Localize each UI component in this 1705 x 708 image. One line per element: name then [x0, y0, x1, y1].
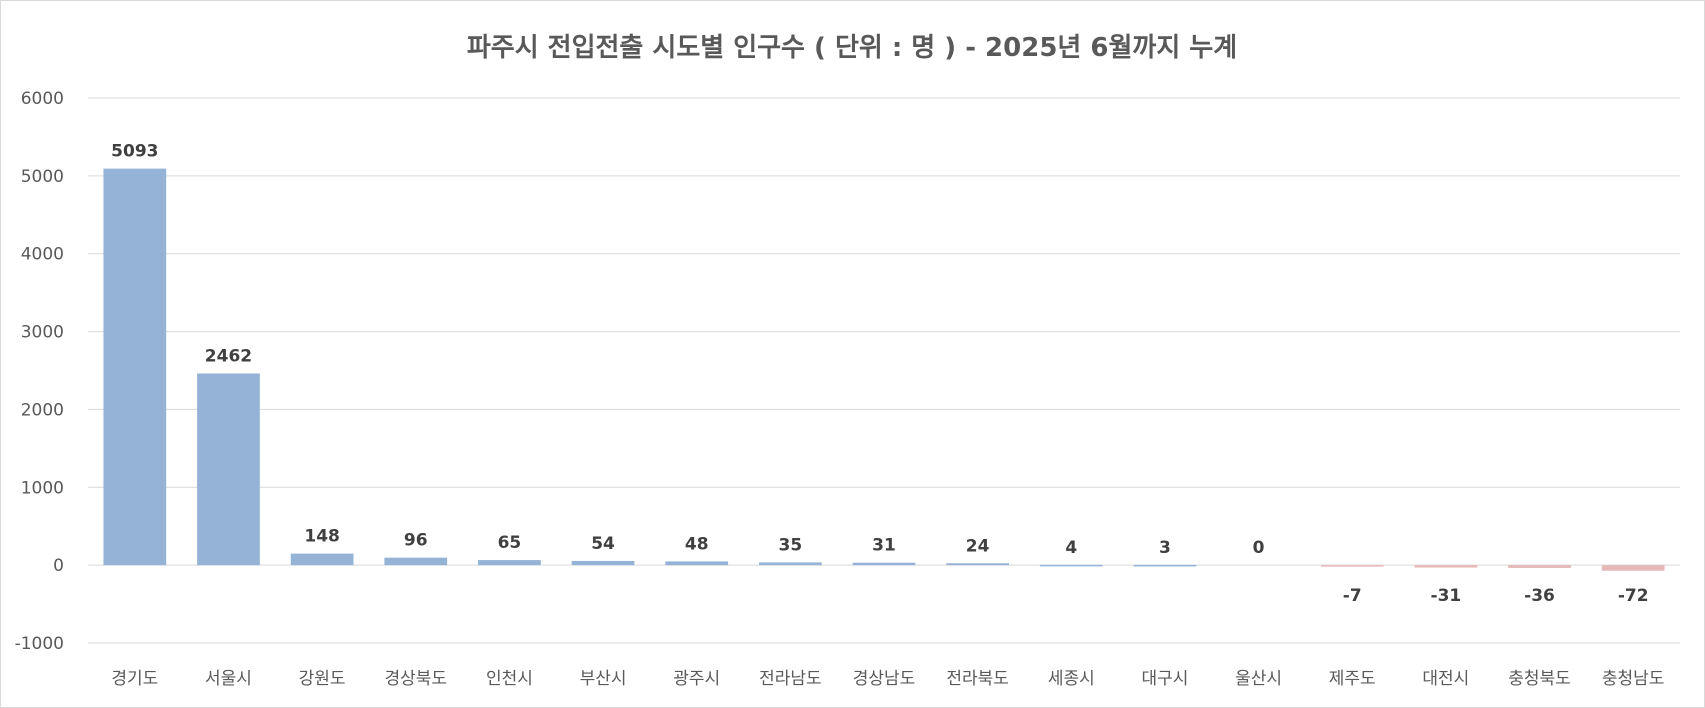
x-tick-label: 제주도: [1329, 669, 1376, 689]
bar: [1320, 565, 1384, 567]
x-tick-label: 충청북도: [1508, 669, 1571, 689]
x-tick-label: 광주시: [673, 669, 720, 689]
data-label: -31: [1431, 586, 1462, 606]
bar: [384, 557, 448, 566]
y-tick-label: 1000: [21, 478, 64, 498]
data-label: 0: [1253, 538, 1265, 558]
data-label: -7: [1343, 586, 1362, 606]
data-label: 54: [591, 534, 615, 554]
bar: [571, 560, 635, 566]
chart-title: 파주시 전입전출 시도별 인구수 ( 단위 : 명 ) - 2025년 6월까지…: [467, 33, 1237, 63]
bar: [1133, 564, 1197, 567]
x-tick-label: 강원도: [299, 669, 346, 689]
bar: [852, 562, 916, 566]
y-tick-label: 6000: [21, 89, 64, 109]
data-label: 96: [404, 531, 428, 551]
y-tick-label: 2000: [21, 400, 64, 420]
x-tick-label: 부산시: [580, 669, 627, 689]
bar: [946, 563, 1010, 566]
x-axis-ticks: 경기도 서울시 강원도 경상북도 인천시 부산시 광주시 전라남도 경상남도 전라북도 세종시 대구시…: [111, 669, 1664, 689]
data-label: 24: [966, 536, 990, 556]
x-tick-label: 대전시: [1422, 669, 1469, 689]
data-label: 4: [1065, 538, 1077, 558]
x-tick-label: 울산시: [1235, 669, 1282, 689]
data-labels: 5093 2462 148 96 65 54 48 35 31 24 4 3 0 -7 -31 -36 -72: [111, 142, 1648, 607]
y-tick-label: 4000: [21, 245, 64, 265]
bar: [478, 560, 541, 566]
x-tick-label: 세종시: [1048, 669, 1095, 689]
x-tick-label: 충청남도: [1602, 669, 1665, 689]
y-tick-label: -1000: [15, 634, 64, 654]
data-label: 35: [779, 535, 803, 555]
data-label: -72: [1618, 586, 1649, 606]
x-tick-label: 전라북도: [946, 669, 1009, 689]
bar: [758, 562, 822, 566]
x-tick-label: 경상북도: [384, 669, 447, 689]
data-label: 5093: [111, 142, 158, 162]
bar: [290, 553, 354, 566]
data-label: 2462: [205, 346, 252, 366]
bar: [1039, 564, 1103, 567]
bar: [1414, 565, 1478, 568]
x-tick-label: 인천시: [486, 669, 533, 689]
bar: [197, 373, 260, 566]
x-tick-label: 경기도: [111, 669, 158, 689]
x-tick-label: 경상남도: [853, 669, 916, 689]
y-axis-ticks: -1000 0 1000 2000 3000 4000 5000 6000: [15, 89, 64, 654]
x-tick-label: 전라남도: [759, 669, 822, 689]
y-tick-label: 5000: [21, 167, 64, 187]
bar: [665, 561, 729, 566]
x-tick-label: 서울시: [205, 669, 252, 689]
data-label: -36: [1524, 586, 1555, 606]
data-label: 31: [872, 536, 896, 556]
data-label: 3: [1159, 538, 1171, 558]
data-label: 148: [304, 527, 340, 547]
y-tick-label: 3000: [21, 323, 64, 343]
data-label: 65: [498, 533, 522, 553]
bar: [103, 168, 167, 566]
bar: [1601, 565, 1665, 571]
x-tick-label: 대구시: [1141, 669, 1188, 689]
data-label: 48: [685, 534, 709, 554]
bars: [103, 168, 1665, 571]
bar: [1508, 565, 1571, 568]
y-tick-label: 0: [53, 556, 64, 576]
